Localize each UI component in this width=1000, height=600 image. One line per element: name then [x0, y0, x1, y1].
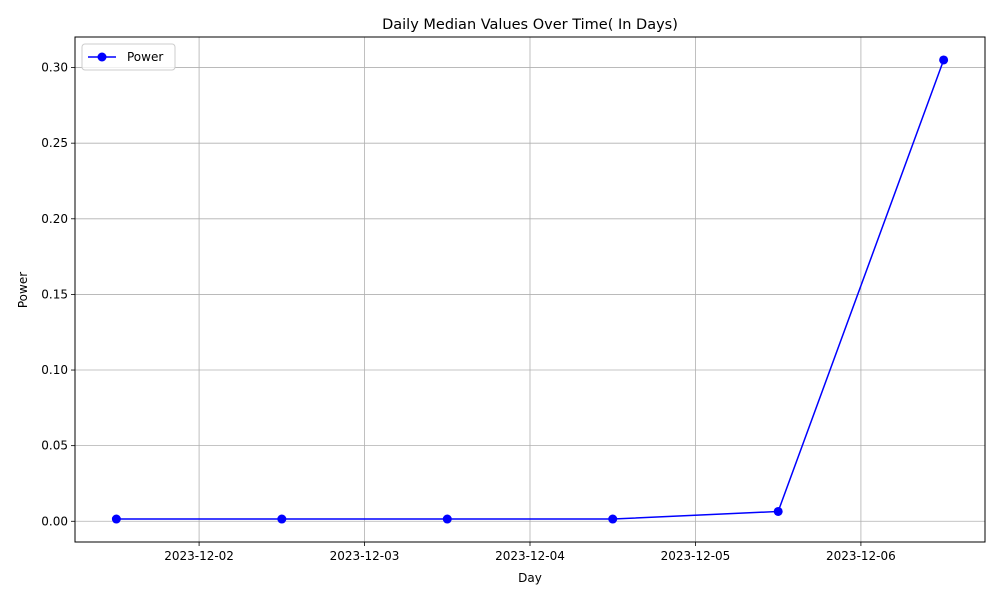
legend: Power [81, 43, 176, 71]
grid [75, 37, 985, 542]
x-tick-label: 2023-12-03 [330, 549, 400, 563]
y-tick-label: 0.00 [41, 514, 68, 528]
legend-marker-swatch [97, 52, 107, 62]
data-point [608, 514, 618, 524]
x-axis-label: Day [518, 571, 542, 585]
x-tick-label: 2023-12-04 [495, 549, 565, 563]
y-tick-label: 0.30 [41, 61, 68, 75]
x-axis-ticks: 2023-12-02 2023-12-03 2023-12-04 2023-12-05… [164, 542, 896, 563]
x-tick-label: 2023-12-05 [661, 549, 731, 563]
chart-title: Daily Median Values Over Time( In Days) [382, 17, 678, 33]
legend-box [81, 43, 176, 71]
x-tick-label: 2023-12-06 [826, 549, 896, 563]
data-point [442, 514, 452, 524]
legend-entry-power: Power [127, 50, 163, 64]
y-axis-ticks: 0.00 0.05 0.10 0.15 0.20 0.25 0.30 [41, 61, 75, 528]
data-point [773, 506, 783, 516]
y-tick-label: 0.05 [41, 439, 68, 453]
y-tick-label: 0.15 [41, 287, 68, 301]
x-tick-label: 2023-12-02 [164, 549, 234, 563]
y-tick-label: 0.20 [41, 212, 68, 226]
y-tick-label: 0.25 [41, 136, 68, 150]
series-line-power [116, 59, 945, 520]
y-axis-label: Power [16, 272, 30, 308]
y-tick-label: 0.10 [41, 363, 68, 377]
series-layer [111, 55, 949, 524]
data-point [939, 55, 949, 65]
data-point [111, 514, 121, 524]
data-point [277, 514, 287, 524]
